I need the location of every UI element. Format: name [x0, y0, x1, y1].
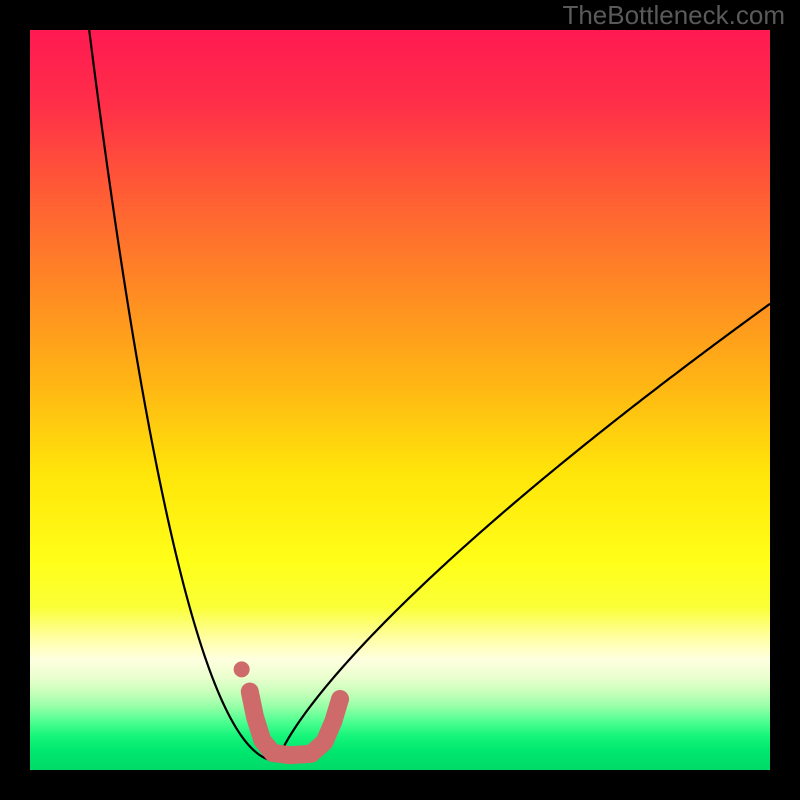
valley-marker-path: [250, 692, 340, 756]
curve-line: [89, 30, 770, 761]
chart-stage: TheBottleneck.com: [0, 0, 800, 800]
bottleneck-curve: [30, 30, 770, 770]
plot-area: [30, 30, 770, 770]
watermark-text: TheBottleneck.com: [562, 0, 785, 31]
valley-marker-dot: [234, 661, 250, 677]
